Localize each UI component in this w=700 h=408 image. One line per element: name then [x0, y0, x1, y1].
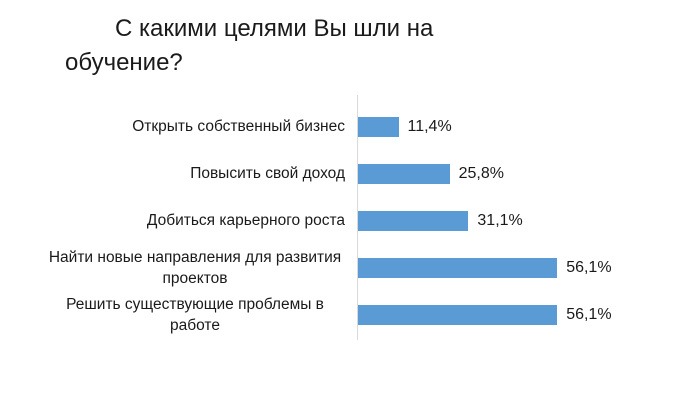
bar	[358, 257, 558, 278]
bar-row: Открыть собственный бизнес 11,4%	[0, 103, 700, 150]
value-label: 25,8%	[458, 164, 504, 182]
value-label: 56,1%	[566, 258, 612, 276]
chart-title-line-1: С какими целями Вы шли на	[115, 15, 434, 42]
plot-cell: 56,1%	[358, 304, 700, 325]
bar-row: Повысить свой доход 25,8%	[0, 150, 700, 197]
chart-title: С какими целями Вы шли на обучение?	[65, 12, 485, 80]
plot-cell: 31,1%	[358, 210, 700, 231]
bar-row: Найти новые направления для развития про…	[0, 244, 700, 291]
plot-cell: 56,1%	[358, 257, 700, 278]
value-label: 11,4%	[407, 117, 452, 135]
value-label: 31,1%	[477, 211, 523, 229]
bar-row: Решить существующие проблемы в работе 56…	[0, 291, 700, 338]
category-label: Добиться карьерного роста	[146, 212, 345, 229]
category-cell: Найти новые направления для развития про…	[0, 247, 345, 289]
category-axis-line	[357, 95, 358, 340]
bar	[358, 304, 558, 325]
category-label: Повысить свой доход	[190, 165, 345, 182]
bar	[358, 210, 469, 231]
category-label: Открыть собственный бизнес	[132, 118, 345, 135]
bar-chart: Открыть собственный бизнес 11,4% Повысит…	[0, 103, 700, 338]
category-cell: Повысить свой доход	[0, 163, 345, 184]
plot-cell: 11,4%	[358, 116, 700, 137]
value-label: 56,1%	[566, 305, 612, 323]
bar	[358, 163, 450, 184]
category-cell: Добиться карьерного роста	[0, 210, 345, 231]
chart-title-line-2: обучение?	[65, 49, 183, 76]
bar-row: Добиться карьерного роста 31,1%	[0, 197, 700, 244]
category-label: Решить существующие проблемы в работе	[66, 295, 324, 334]
bar	[358, 116, 399, 137]
category-cell: Открыть собственный бизнес	[0, 116, 345, 137]
category-label: Найти новые направления для развития про…	[48, 248, 342, 287]
category-cell: Решить существующие проблемы в работе	[0, 294, 345, 336]
plot-cell: 25,8%	[358, 163, 700, 184]
